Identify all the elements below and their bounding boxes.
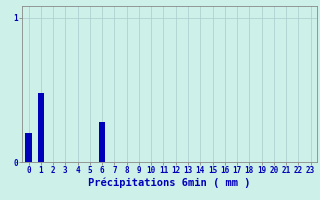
Bar bbox=[38, 93, 44, 162]
X-axis label: Précipitations 6min ( mm ): Précipitations 6min ( mm ) bbox=[88, 178, 251, 188]
Bar bbox=[25, 143, 26, 162]
Bar bbox=[27, 143, 28, 162]
Bar bbox=[26, 133, 32, 162]
Bar bbox=[99, 122, 105, 162]
